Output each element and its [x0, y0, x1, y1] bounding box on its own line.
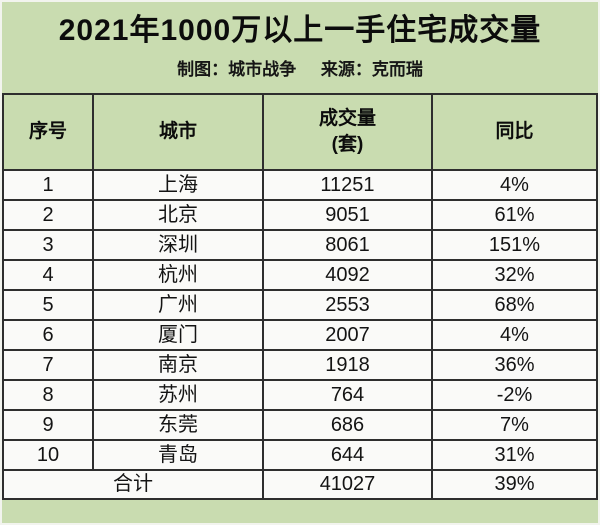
- cell-index: 2: [2, 199, 94, 231]
- cell-city: 东莞: [92, 409, 264, 441]
- header-volume-line2: (套): [331, 134, 364, 155]
- table-header-row: 序号 城市 成交量 (套) 同比: [2, 93, 598, 171]
- cell-yoy: 31%: [431, 439, 598, 471]
- total-volume-cell: 41027: [262, 469, 433, 500]
- table-row: 4 杭州 4092 32%: [2, 259, 598, 291]
- cell-volume: 2553: [262, 289, 433, 321]
- cell-volume: 2007: [262, 319, 433, 351]
- cell-index: 1: [2, 169, 94, 201]
- subtitle-maker: 制图：城市战争: [177, 60, 297, 79]
- cell-yoy: 61%: [431, 199, 598, 231]
- poster-subtitle: 制图：城市战争 来源：克而瑞: [2, 55, 598, 80]
- cell-city: 深圳: [92, 229, 264, 261]
- cell-yoy: 151%: [431, 229, 598, 261]
- table-row: 3 深圳 8061 151%: [2, 229, 598, 261]
- cell-yoy: 4%: [431, 169, 598, 201]
- header-volume-line1: 成交量: [318, 108, 376, 130]
- total-yoy-cell: 39%: [431, 469, 598, 500]
- poster-header: 2021年1000万以上一手住宅成交量 制图：城市战争 来源：克而瑞: [2, 2, 598, 93]
- cell-city: 厦门: [92, 319, 264, 351]
- cell-yoy: 32%: [431, 259, 598, 291]
- cell-volume: 8061: [262, 229, 433, 261]
- cell-volume: 644: [262, 439, 433, 471]
- cell-yoy: 7%: [431, 409, 598, 441]
- header-city: 城市: [92, 93, 264, 171]
- cell-volume: 764: [262, 379, 433, 411]
- cell-city: 苏州: [92, 379, 264, 411]
- table-row: 9 东莞 686 7%: [2, 409, 598, 441]
- cell-index: 3: [2, 229, 94, 261]
- table-row: 5 广州 2553 68%: [2, 289, 598, 321]
- cell-yoy: 4%: [431, 319, 598, 351]
- subtitle-source: 来源：克而瑞: [320, 60, 423, 79]
- cell-volume: 11251: [262, 169, 433, 201]
- table-row: 8 苏州 764 -2%: [2, 379, 598, 411]
- table-header: 序号 城市 成交量 (套) 同比: [2, 93, 598, 171]
- cell-city: 北京: [92, 199, 264, 231]
- cell-yoy: 36%: [431, 349, 598, 381]
- table-row: 7 南京 1918 36%: [2, 349, 598, 381]
- header-yoy: 同比: [431, 93, 598, 171]
- cell-volume: 1918: [262, 349, 433, 381]
- cell-index: 7: [2, 349, 94, 381]
- cell-yoy: 68%: [431, 289, 598, 321]
- cell-yoy: -2%: [431, 379, 598, 411]
- sales-table: 序号 城市 成交量 (套) 同比 1 上海 11251 4% 2 北京 9051…: [2, 93, 598, 500]
- cell-index: 5: [2, 289, 94, 321]
- cell-index: 8: [2, 379, 94, 411]
- table-body: 1 上海 11251 4% 2 北京 9051 61% 3 深圳 8061 15…: [2, 169, 598, 500]
- table-row: 1 上海 11251 4%: [2, 169, 598, 201]
- cell-city: 南京: [92, 349, 264, 381]
- cell-city: 上海: [92, 169, 264, 201]
- table-row: 6 厦门 2007 4%: [2, 319, 598, 351]
- cell-index: 9: [2, 409, 94, 441]
- table-total-row: 合计 41027 39%: [2, 469, 598, 500]
- cell-index: 4: [2, 259, 94, 291]
- cell-volume: 9051: [262, 199, 433, 231]
- cell-index: 10: [2, 439, 94, 471]
- cell-city: 杭州: [92, 259, 264, 291]
- cell-volume: 686: [262, 409, 433, 441]
- cell-index: 6: [2, 319, 94, 351]
- total-label-cell: 合计: [2, 469, 264, 500]
- cell-city: 广州: [92, 289, 264, 321]
- cell-city: 青岛: [92, 439, 264, 471]
- table-row: 2 北京 9051 61%: [2, 199, 598, 231]
- table-row: 10 青岛 644 31%: [2, 439, 598, 471]
- header-volume: 成交量 (套): [262, 93, 433, 171]
- page-title: 2021年1000万以上一手住宅成交量: [58, 14, 542, 47]
- header-index: 序号: [2, 93, 94, 171]
- cell-volume: 4092: [262, 259, 433, 291]
